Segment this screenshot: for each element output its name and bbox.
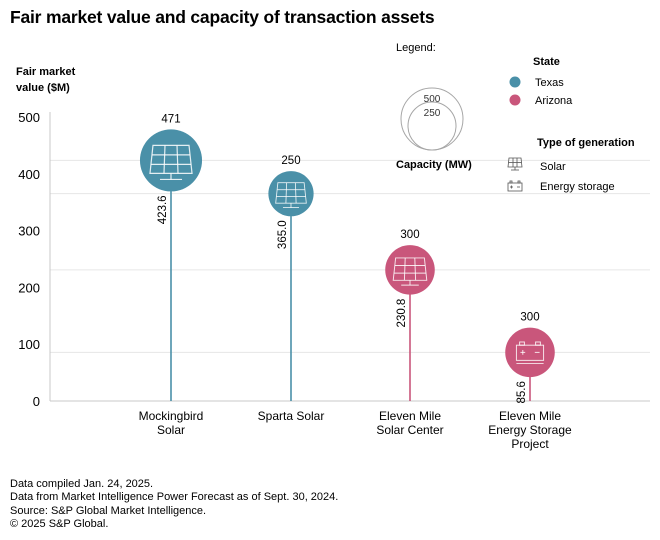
x-category-label: Solar bbox=[157, 423, 185, 437]
y-tick-label: 400 bbox=[18, 167, 40, 182]
x-category-label: Eleven Mile bbox=[499, 409, 561, 423]
value-label: 230.8 bbox=[396, 299, 408, 328]
legend-state-title: State bbox=[533, 56, 560, 68]
capacity-label: 250 bbox=[281, 155, 300, 167]
x-category-label: Mockingbird bbox=[139, 409, 204, 423]
y-axis-title: Fair market value ($M) bbox=[16, 66, 76, 94]
legend-type-label: Solar bbox=[540, 161, 566, 173]
capacity-label: 300 bbox=[520, 312, 539, 324]
footer-note-source: Source: S&P Global Market Intelligence. bbox=[10, 504, 207, 517]
value-label: 423.6 bbox=[157, 195, 169, 224]
capacity-label: 471 bbox=[161, 113, 180, 125]
solar-panel-icon bbox=[149, 144, 193, 181]
legend-type-label: Energy storage bbox=[540, 181, 615, 193]
footer-note-compiled: Data compiled Jan. 24, 2025. bbox=[10, 478, 154, 490]
solar-panel-icon bbox=[392, 257, 428, 286]
solar-panel-icon bbox=[275, 182, 307, 208]
x-category-label: Project bbox=[511, 437, 549, 451]
legend-state-label: Arizona bbox=[535, 95, 573, 107]
legend-state-swatch bbox=[509, 94, 521, 106]
x-category-label: Sparta Solar bbox=[258, 409, 325, 423]
y-tick-label: 300 bbox=[18, 224, 40, 239]
value-label: 85.6 bbox=[516, 381, 528, 403]
legend-state-swatch bbox=[509, 76, 521, 88]
footer-notes: Data compiled Jan. 24, 2025. Data from M… bbox=[10, 478, 338, 531]
y-tick-label: 200 bbox=[18, 280, 40, 295]
value-label: 365.0 bbox=[277, 220, 289, 249]
bubble bbox=[268, 171, 314, 217]
y-tick-label: 0 bbox=[33, 394, 40, 409]
legend-size-circle bbox=[407, 101, 457, 151]
y-tick-label: 500 bbox=[18, 110, 40, 125]
footer-note-copyright: © 2025 S&P Global. bbox=[10, 517, 109, 530]
chart-title: Fair market value and capacity of transa… bbox=[10, 7, 435, 27]
bubble bbox=[139, 129, 203, 192]
battery-icon bbox=[515, 341, 545, 365]
legend-size-title: Capacity (MW) bbox=[396, 159, 472, 171]
battery-icon bbox=[507, 180, 523, 192]
legend-heading: Legend: bbox=[396, 42, 436, 54]
y-tick-label: 100 bbox=[18, 337, 40, 352]
legend-type-title: Type of generation bbox=[537, 137, 635, 149]
legend-size-label: 250 bbox=[424, 108, 441, 119]
x-category-label: Energy Storage bbox=[488, 423, 572, 437]
legend-state-label: Texas bbox=[535, 77, 564, 89]
bubble bbox=[385, 245, 435, 295]
legend-size-label: 500 bbox=[424, 94, 441, 105]
footer-note-forecast: Data from Market Intelligence Power Fore… bbox=[10, 491, 339, 504]
solar-panel-icon bbox=[507, 157, 523, 171]
x-category-label: Solar Center bbox=[376, 423, 443, 437]
bubble bbox=[505, 327, 555, 378]
capacity-label: 300 bbox=[400, 229, 419, 241]
x-category-label: Eleven Mile bbox=[379, 409, 441, 423]
